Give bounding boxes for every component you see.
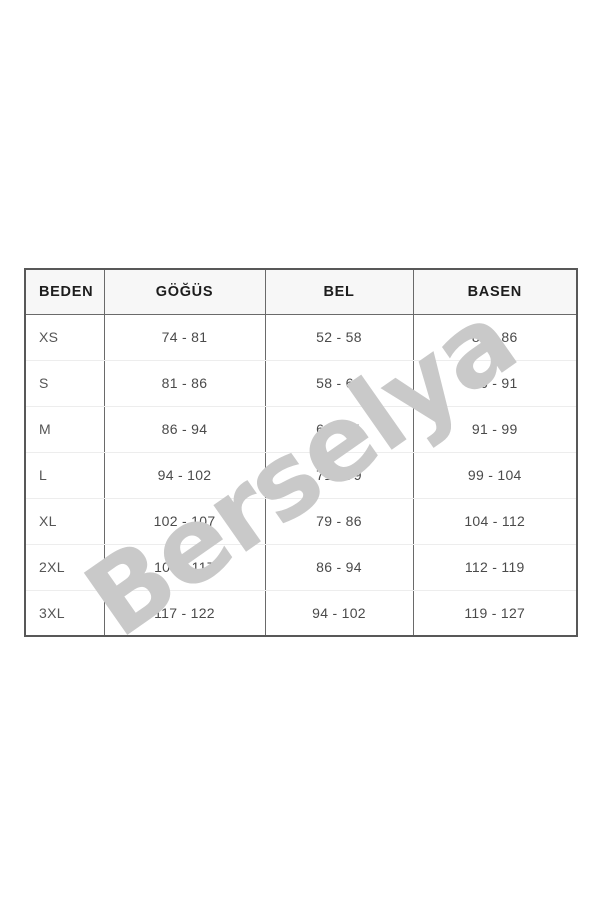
cell-beden: L bbox=[25, 452, 105, 499]
cell-bel: 79 - 86 bbox=[265, 498, 414, 545]
cell-beden: 3XL bbox=[25, 590, 105, 636]
table-row: S 81 - 86 58 - 64 86 - 91 bbox=[25, 360, 577, 407]
cell-basen: 91 - 99 bbox=[413, 406, 577, 453]
column-header-bel: BEL bbox=[265, 269, 414, 315]
cell-bel: 64 - 71 bbox=[265, 406, 414, 453]
cell-bel: 58 - 64 bbox=[265, 360, 414, 407]
cell-gogus: 102 - 107 bbox=[104, 498, 266, 545]
cell-basen: 104 - 112 bbox=[413, 498, 577, 545]
column-header-gogus: GÖĞÜS bbox=[104, 269, 266, 315]
cell-basen: 81 - 86 bbox=[413, 314, 577, 361]
cell-beden: 2XL bbox=[25, 544, 105, 591]
cell-basen: 112 - 119 bbox=[413, 544, 577, 591]
table-body: XS 74 - 81 52 - 58 81 - 86 S 81 - 86 58 … bbox=[25, 314, 577, 636]
cell-bel: 94 - 102 bbox=[265, 590, 414, 636]
cell-bel: 52 - 58 bbox=[265, 314, 414, 361]
table-row: 3XL 117 - 122 94 - 102 119 - 127 bbox=[25, 590, 577, 636]
table-row: L 94 - 102 71 - 79 99 - 104 bbox=[25, 452, 577, 499]
table-row: XS 74 - 81 52 - 58 81 - 86 bbox=[25, 314, 577, 361]
table-row: 2XL 107 - 117 86 - 94 112 - 119 bbox=[25, 544, 577, 591]
column-header-beden: BEDEN bbox=[25, 269, 105, 315]
cell-beden: M bbox=[25, 406, 105, 453]
column-header-basen: BASEN bbox=[413, 269, 577, 315]
size-chart-table: BEDEN GÖĞÜS BEL BASEN XS 74 - 81 52 - 58… bbox=[24, 268, 578, 637]
size-chart-container: BEDEN GÖĞÜS BEL BASEN XS 74 - 81 52 - 58… bbox=[24, 268, 578, 637]
cell-gogus: 107 - 117 bbox=[104, 544, 266, 591]
cell-gogus: 94 - 102 bbox=[104, 452, 266, 499]
cell-beden: XL bbox=[25, 498, 105, 545]
cell-beden: XS bbox=[25, 314, 105, 361]
table-row: XL 102 - 107 79 - 86 104 - 112 bbox=[25, 498, 577, 545]
cell-basen: 119 - 127 bbox=[413, 590, 577, 636]
table-row: M 86 - 94 64 - 71 91 - 99 bbox=[25, 406, 577, 453]
cell-basen: 99 - 104 bbox=[413, 452, 577, 499]
cell-gogus: 86 - 94 bbox=[104, 406, 266, 453]
header-row: BEDEN GÖĞÜS BEL BASEN bbox=[25, 269, 577, 315]
cell-beden: S bbox=[25, 360, 105, 407]
cell-bel: 71 - 79 bbox=[265, 452, 414, 499]
cell-basen: 86 - 91 bbox=[413, 360, 577, 407]
table-header: BEDEN GÖĞÜS BEL BASEN bbox=[25, 269, 577, 315]
cell-gogus: 81 - 86 bbox=[104, 360, 266, 407]
cell-gogus: 74 - 81 bbox=[104, 314, 266, 361]
cell-bel: 86 - 94 bbox=[265, 544, 414, 591]
cell-gogus: 117 - 122 bbox=[104, 590, 266, 636]
